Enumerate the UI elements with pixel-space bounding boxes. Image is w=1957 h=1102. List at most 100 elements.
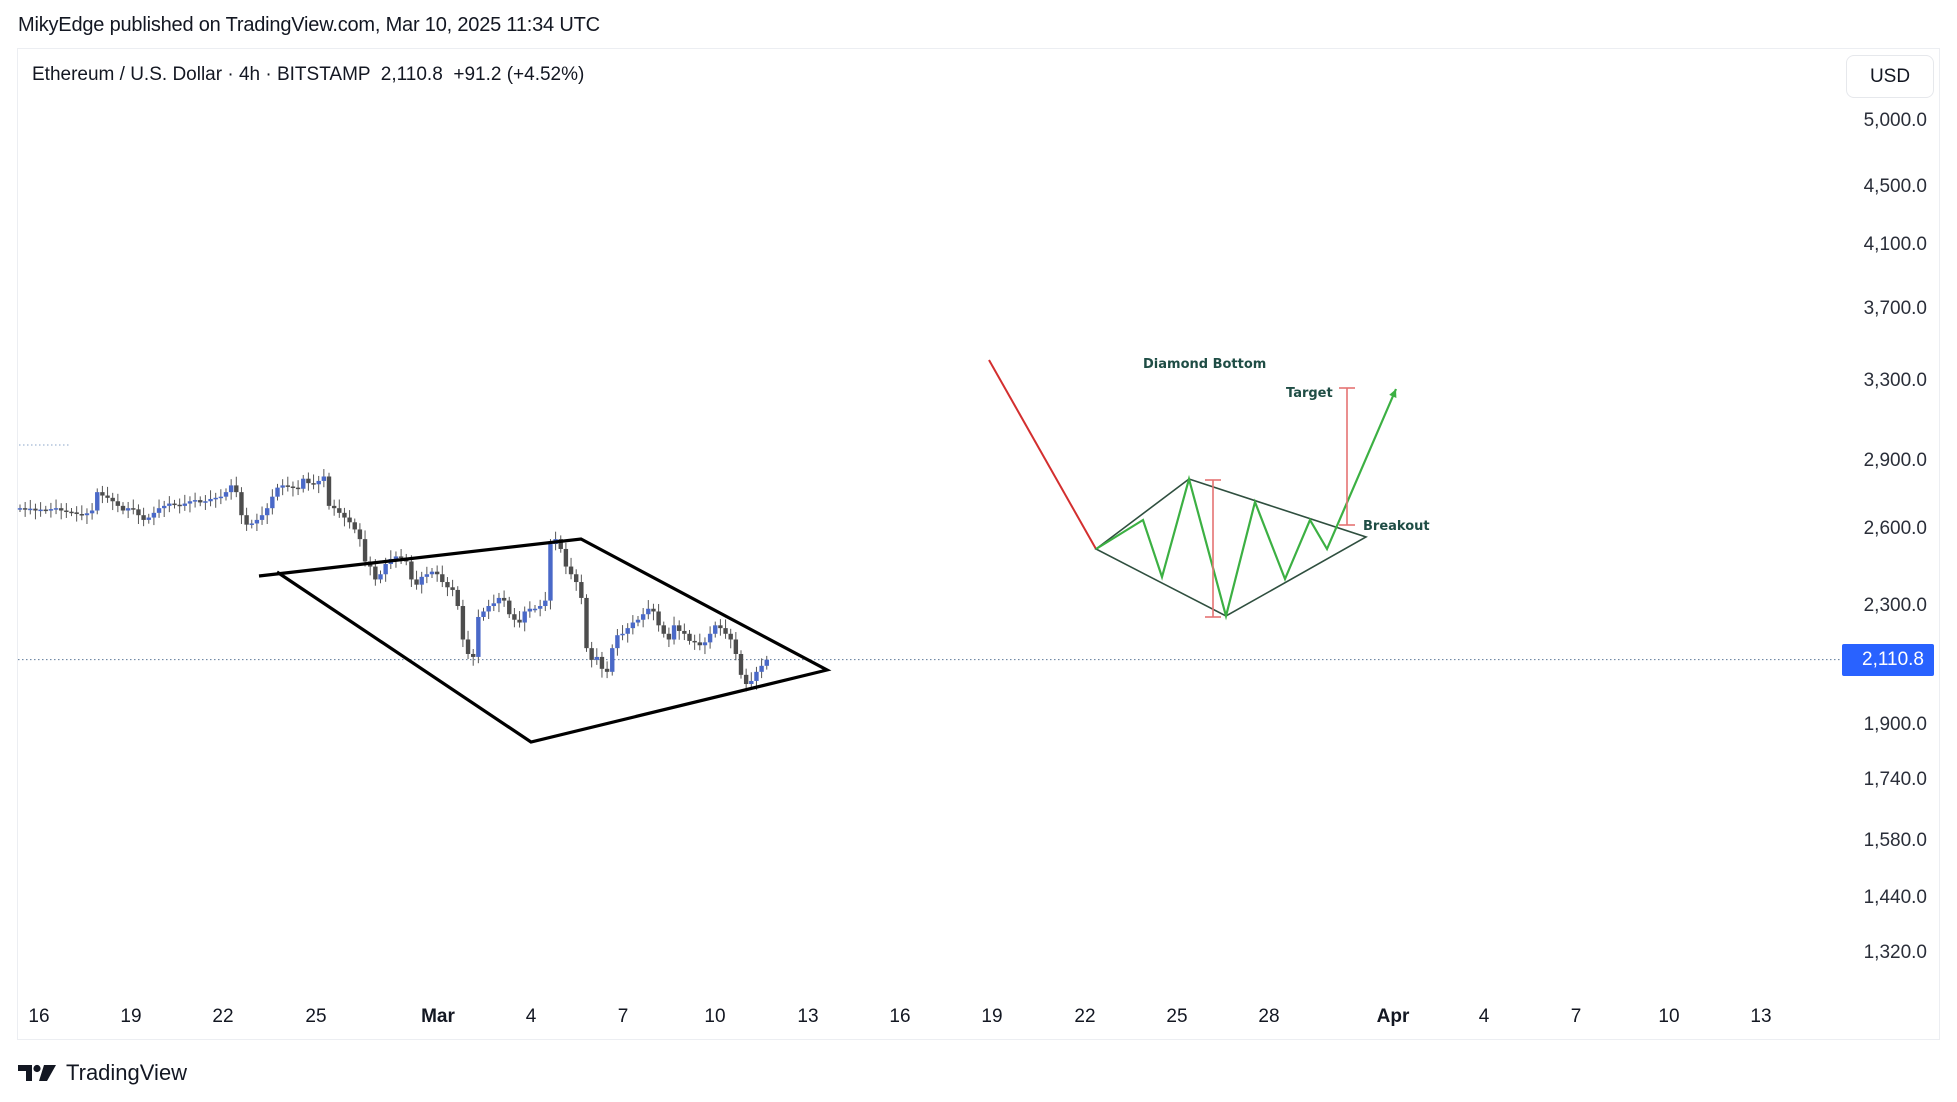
candle-up	[53, 508, 59, 510]
price-tick: 1,580.0	[1863, 829, 1927, 851]
candle-up	[213, 497, 218, 500]
candle-down	[69, 511, 74, 514]
candle-down	[234, 485, 239, 493]
candle-down	[33, 508, 38, 511]
candle-up	[476, 616, 481, 657]
candle-up	[671, 625, 677, 640]
time-tick: 13	[1750, 1006, 1772, 1027]
candle-down	[558, 539, 563, 549]
candle-up	[280, 485, 285, 488]
candle-up	[151, 512, 157, 518]
candle-up	[146, 517, 151, 520]
price-tick: 1,440.0	[1863, 887, 1927, 909]
candle-down	[568, 566, 574, 575]
candle-down	[574, 574, 579, 583]
candle-down	[501, 597, 507, 601]
candle-down	[599, 656, 605, 669]
candle-up	[162, 505, 167, 509]
candle-down	[74, 512, 79, 515]
candle-down	[342, 512, 347, 518]
candle-up	[89, 510, 95, 514]
candle-up	[321, 476, 327, 481]
candle-up	[537, 606, 543, 609]
candle-down	[455, 589, 460, 607]
candle-down	[352, 522, 357, 530]
candle-down	[198, 500, 203, 503]
candle-down	[465, 639, 471, 654]
last-price: 2,110.8	[380, 64, 443, 85]
candle-down	[450, 587, 455, 590]
price-tick: 5,000.0	[1863, 110, 1927, 131]
candle-up	[182, 503, 187, 506]
symbol-legend: Ethereum / U.S. Dollar · 4h · BITSTAMP 2…	[32, 64, 584, 86]
time-tick: 25	[1166, 1006, 1188, 1027]
diamond-pattern-drawing	[258, 537, 832, 744]
candle-up	[646, 608, 651, 615]
chart-frame[interactable]	[17, 48, 1940, 1040]
publish-info: MikyEdge published on TradingView.com, M…	[18, 14, 600, 36]
candle-down	[697, 642, 702, 646]
candle-down	[285, 485, 290, 487]
price-tick: 4,500.0	[1863, 175, 1927, 197]
candle-up	[713, 625, 718, 634]
candle-down	[692, 640, 697, 643]
price-tick: 1,320.0	[1863, 941, 1927, 963]
price-tick: 2,900.0	[1863, 450, 1927, 472]
candle-down	[177, 504, 182, 507]
candle-up	[383, 564, 388, 575]
candle-down	[743, 674, 749, 685]
candle-down	[347, 517, 352, 523]
candle-down	[115, 501, 121, 506]
candle-up	[594, 656, 599, 660]
candle-up	[496, 597, 502, 604]
candle-down	[244, 515, 249, 525]
candle-up	[203, 501, 208, 503]
candle-down	[682, 630, 687, 634]
candle-up	[228, 485, 234, 493]
arrow-up-icon	[1389, 389, 1397, 398]
candle-up	[759, 665, 764, 672]
candle-down	[337, 508, 342, 513]
candle-down	[59, 508, 64, 511]
candle-down	[723, 628, 728, 634]
candle-down	[687, 633, 692, 641]
candle-down	[440, 574, 445, 583]
candle-down	[131, 508, 136, 510]
candle-down	[414, 579, 419, 585]
candle-up	[316, 480, 321, 485]
candle-down	[604, 668, 610, 672]
candle-up	[167, 503, 172, 506]
currency-button[interactable]: USD	[1846, 55, 1934, 98]
candle-up	[527, 608, 533, 612]
candle-down	[661, 625, 666, 634]
price-tick: 4,100.0	[1863, 233, 1927, 255]
candle-down	[357, 529, 363, 540]
candle-down	[718, 625, 723, 629]
time-tick: Mar	[421, 1006, 455, 1027]
candle-up	[522, 611, 527, 623]
candle-down	[172, 503, 177, 506]
price-change: +91.2 (+4.52%)	[453, 64, 585, 85]
candle-down	[728, 633, 733, 640]
candle-up	[17, 508, 23, 510]
time-tick: 16	[889, 1006, 911, 1027]
time-tick: 4	[525, 1006, 537, 1027]
candle-up	[749, 680, 754, 685]
time-tick: 4	[1478, 1006, 1490, 1027]
candle-down	[43, 509, 48, 512]
candle-up	[620, 633, 625, 636]
candle-up	[764, 659, 769, 666]
candle-up	[424, 574, 430, 577]
candle-down	[64, 510, 69, 513]
candle-down	[677, 625, 682, 631]
candle-down	[733, 639, 739, 654]
illustration-diamond-outline	[1094, 478, 1368, 617]
candle-down	[666, 633, 672, 640]
candle-up	[486, 606, 491, 612]
footer-logo[interactable]: TradingView	[18, 1060, 187, 1086]
candle-up	[259, 515, 265, 520]
candle-up	[640, 614, 646, 620]
candle-up	[84, 513, 90, 516]
time-tick: 10	[1658, 1006, 1680, 1027]
